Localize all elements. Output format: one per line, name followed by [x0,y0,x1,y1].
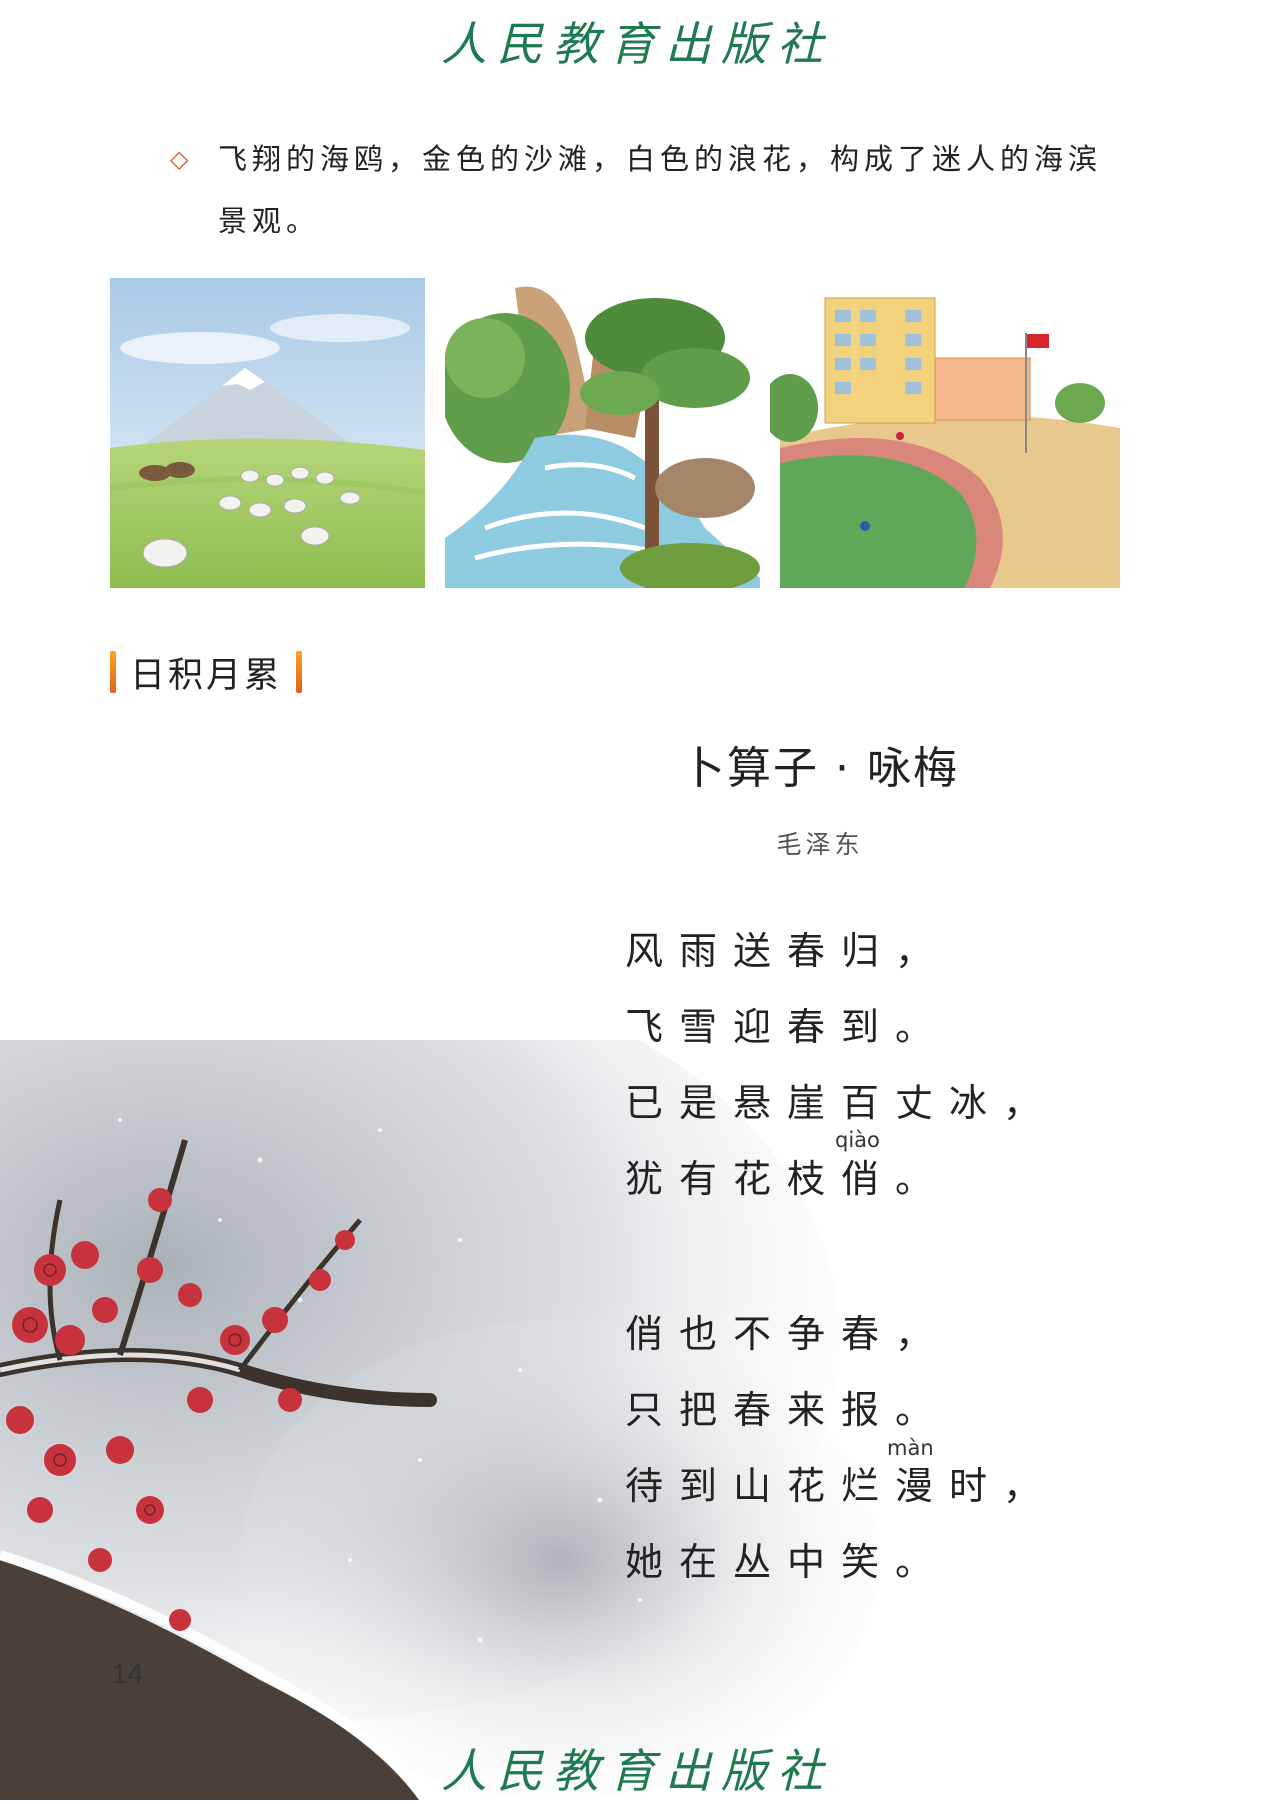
grassland-illustration [110,278,425,588]
section-header: 日积月累 [110,650,303,696]
poem-title: 卜算子 · 咏梅 [681,743,959,794]
mountain-stream-illustration [445,278,760,588]
poem-line: 已是悬崖百丈冰， [625,1081,1058,1125]
illustration-row [110,278,1130,588]
poem-line: 犹有花枝俏。 [625,1157,950,1201]
diamond-bullet-icon: ◇ [170,145,194,173]
poem-line: 待到山花烂漫时， [625,1464,1058,1508]
poem-line: 俏也不争春， [625,1312,950,1356]
poem-line: 风雨送春归， [625,929,950,973]
plum-blossom-painting [0,960,900,1803]
poem-line: 飞雪迎春到。 [625,1005,950,1049]
section-bar-right [296,651,303,693]
section-bar-left [110,651,116,693]
section-title: 日积月累 [130,655,283,696]
school-illustration [770,278,1130,588]
pinyin-man: màn [887,1436,934,1460]
pinyin-qiao: qiào [835,1128,880,1152]
exercise-item: ◇ 飞翔的海鸥，金色的沙滩，白色的浪花，构成了迷人的海滨景观。 [170,128,1120,252]
poem-line: 她在丛中笑。 [625,1540,950,1584]
poem-line: 只把春来报。 [625,1388,950,1432]
publisher-watermark-top: 人民教育出版社 [441,17,833,71]
publisher-watermark-bottom: 人民教育出版社 [441,1744,833,1798]
poem-author: 毛泽东 [776,830,864,859]
page-number: 14 [112,1658,144,1689]
exercise-text: 飞翔的海鸥，金色的沙滩，白色的浪花，构成了迷人的海滨景观。 [218,142,1103,238]
